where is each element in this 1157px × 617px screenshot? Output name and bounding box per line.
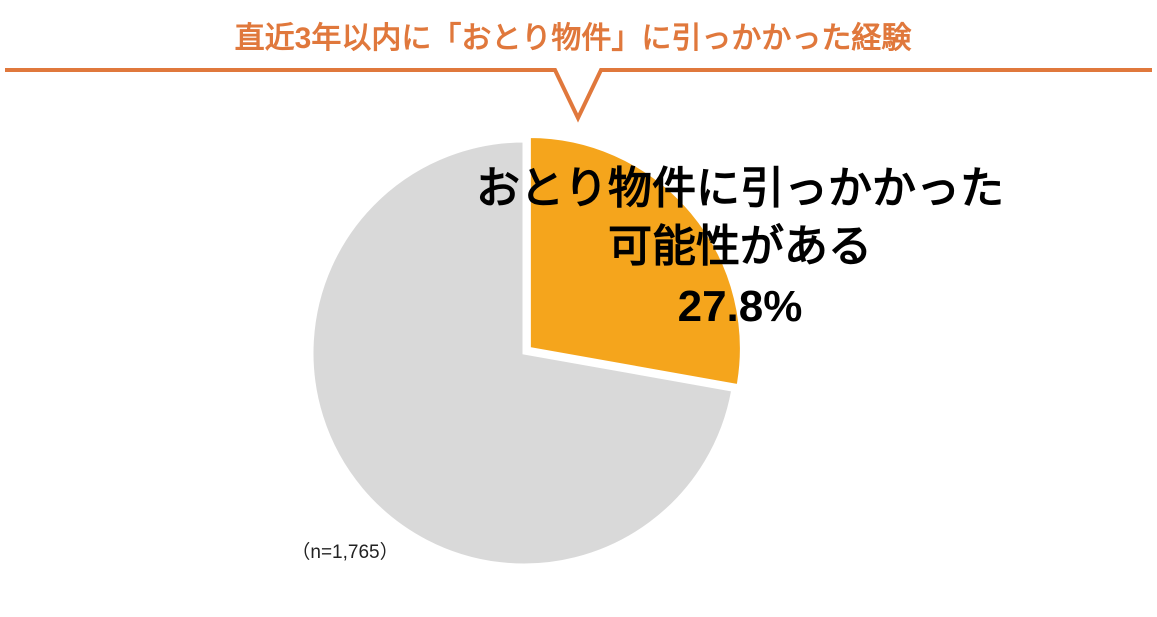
value-label: 27.8% <box>677 282 803 331</box>
sample-note: （n=1,765） <box>291 541 398 563</box>
pie-slice <box>310 139 735 567</box>
slice-label: おとり物件に引っかかった 可能性がある 27.8% <box>400 160 1080 338</box>
pie-slice <box>527 135 743 388</box>
category-label: おとり物件に引っかかった 可能性がある <box>476 164 1004 271</box>
title-underline <box>5 68 1152 123</box>
chart-title: 直近3年以内に「おとり物件」に引っかかった経験 <box>235 21 913 55</box>
